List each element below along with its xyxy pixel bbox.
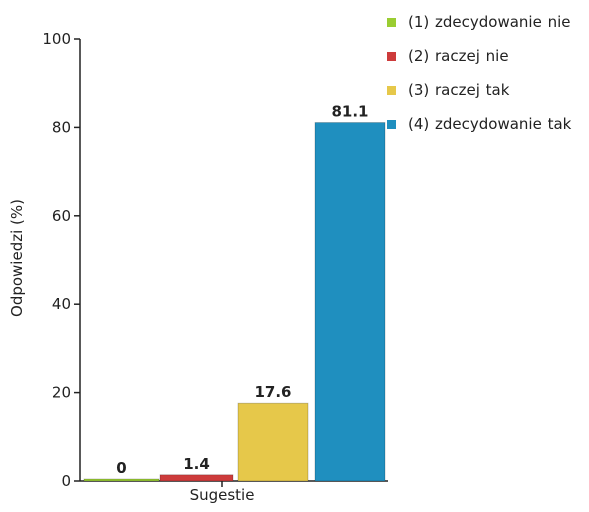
legend-item-2: (2) raczej nie — [386, 46, 586, 66]
y-tick-label-40: 40 — [52, 295, 71, 313]
bar-3 — [237, 402, 309, 482]
legend-label-3: (3) raczej tak — [408, 81, 510, 99]
legend-item-4: (4) zdecydowanie tak — [386, 114, 586, 134]
bars — [83, 122, 386, 482]
data-label-2: 1.4 — [183, 455, 210, 473]
bar-4 — [314, 122, 386, 482]
y-tick-label-20: 20 — [52, 384, 71, 402]
legend-label-1: (1) zdecydowanie nie — [408, 13, 571, 31]
data-label-3: 17.6 — [254, 383, 291, 401]
bar-1 — [83, 478, 160, 482]
legend-item-1: (1) zdecydowanie nie — [386, 12, 586, 32]
y-axis-title: Odpowiedzi (%) — [8, 199, 26, 317]
legend-swatch-1 — [387, 18, 396, 27]
legend-label-4: (4) zdecydowanie tak — [408, 115, 572, 133]
data-label-4: 81.1 — [331, 103, 368, 121]
y-tick-label-0: 0 — [61, 472, 71, 490]
legend-label-2: (2) raczej nie — [408, 47, 509, 65]
legend-item-3: (3) raczej tak — [386, 80, 586, 100]
legend-swatch-3 — [387, 86, 396, 95]
y-tick-label-100: 100 — [42, 30, 71, 48]
data-label-1: 0 — [116, 459, 126, 477]
legend-swatch-4 — [387, 120, 396, 129]
legend-swatch-2 — [387, 52, 396, 61]
bar-2 — [159, 474, 234, 482]
y-tick-label-60: 60 — [52, 207, 71, 225]
y-tick-label-80: 80 — [52, 118, 71, 136]
legend: (1) zdecydowanie nie (2) raczej nie (3) … — [386, 12, 586, 148]
x-axis-title: Sugestie — [190, 486, 255, 504]
data-labels: 0 1.4 17.6 81.1 — [116, 103, 368, 477]
